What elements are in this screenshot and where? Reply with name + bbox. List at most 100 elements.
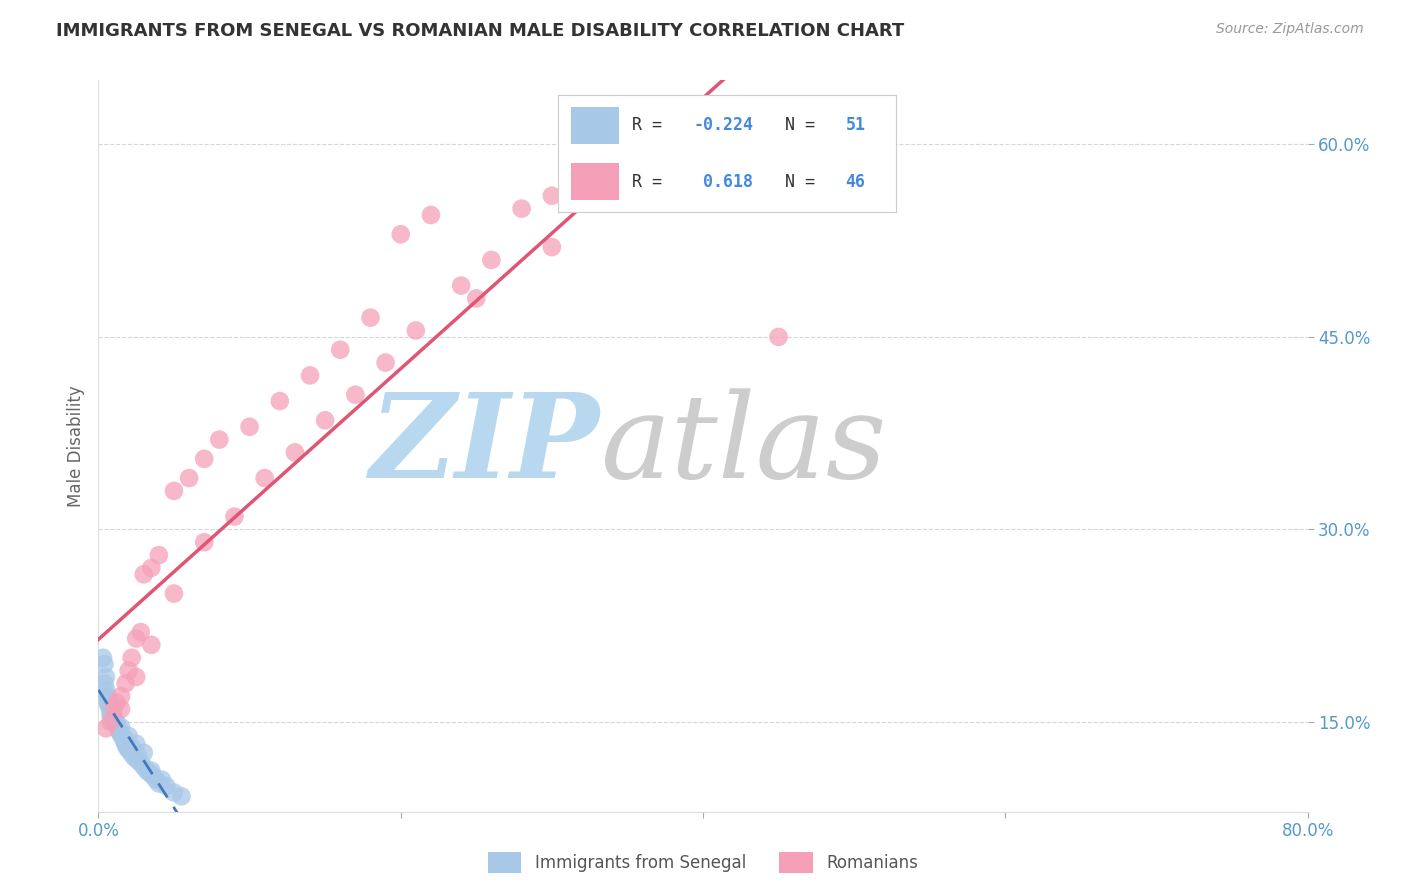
Point	[104, 712, 127, 726]
Point	[94, 670, 117, 684]
Point	[105, 696, 128, 710]
Point	[91, 650, 114, 665]
Point	[103, 702, 125, 716]
Point	[465, 292, 488, 306]
Point	[125, 737, 148, 751]
Point	[129, 756, 152, 770]
Point	[132, 567, 155, 582]
Point	[193, 535, 215, 549]
Text: IMMIGRANTS FROM SENEGAL VS ROMANIAN MALE DISABILITY CORRELATION CHART: IMMIGRANTS FROM SENEGAL VS ROMANIAN MALE…	[56, 22, 904, 40]
Legend: Immigrants from Senegal, Romanians: Immigrants from Senegal, Romanians	[481, 846, 925, 880]
Point	[150, 772, 173, 787]
Point	[163, 586, 186, 600]
Point	[420, 208, 443, 222]
Point	[145, 772, 167, 787]
Point	[114, 738, 136, 752]
Point	[103, 711, 125, 725]
Point	[142, 769, 165, 783]
Point	[124, 751, 146, 765]
Point	[110, 690, 132, 704]
Point	[616, 163, 638, 178]
Point	[127, 753, 149, 767]
Text: ZIP: ZIP	[370, 389, 600, 503]
Point	[118, 743, 141, 757]
Point	[103, 714, 125, 729]
Point	[284, 445, 307, 459]
Point	[127, 748, 149, 763]
Point	[224, 509, 246, 524]
Point	[139, 766, 162, 780]
Point	[179, 471, 201, 485]
Point	[110, 728, 132, 742]
Point	[661, 150, 683, 164]
Point	[98, 696, 121, 710]
Point	[155, 779, 177, 793]
Point	[141, 561, 163, 575]
Point	[121, 747, 143, 761]
Point	[132, 746, 155, 760]
Point	[360, 310, 382, 325]
Point	[450, 278, 472, 293]
Point	[344, 387, 367, 401]
Point	[135, 764, 157, 778]
Point	[100, 702, 122, 716]
Point	[314, 413, 336, 427]
Point	[94, 721, 117, 735]
Point	[170, 789, 193, 804]
Point	[100, 714, 122, 729]
Point	[193, 451, 215, 466]
Point	[125, 632, 148, 646]
Point	[110, 720, 132, 734]
Point	[96, 696, 118, 710]
Point	[481, 252, 503, 267]
Point	[105, 716, 128, 731]
Point	[389, 227, 412, 242]
Point	[129, 625, 152, 640]
Point	[141, 638, 163, 652]
Point	[93, 657, 115, 672]
Point	[299, 368, 322, 383]
Point	[329, 343, 352, 357]
Point	[114, 732, 136, 747]
Point	[148, 548, 170, 562]
Point	[111, 731, 134, 745]
Point	[163, 483, 186, 498]
Point	[100, 705, 122, 719]
Point	[105, 717, 128, 731]
Point	[112, 734, 135, 748]
Point	[141, 764, 163, 778]
Point	[540, 240, 562, 254]
Point	[110, 702, 132, 716]
Point	[114, 676, 136, 690]
Point	[121, 740, 143, 755]
Point	[239, 419, 262, 434]
Point	[118, 729, 141, 743]
Point	[115, 740, 138, 755]
Point	[108, 725, 131, 739]
Point	[107, 721, 129, 735]
Point	[94, 682, 117, 697]
Point	[132, 760, 155, 774]
Point	[103, 714, 125, 729]
Point	[101, 708, 124, 723]
Point	[118, 664, 141, 678]
Point	[768, 330, 790, 344]
Point	[93, 676, 115, 690]
Point	[208, 433, 231, 447]
Point	[98, 699, 121, 714]
Point	[692, 137, 714, 152]
Point	[163, 785, 186, 799]
Point	[253, 471, 276, 485]
Y-axis label: Male Disability: Male Disability	[66, 385, 84, 507]
Text: Source: ZipAtlas.com: Source: ZipAtlas.com	[1216, 22, 1364, 37]
Point	[96, 691, 118, 706]
Point	[510, 202, 533, 216]
Point	[148, 776, 170, 790]
Point	[269, 394, 291, 409]
Point	[374, 355, 396, 369]
Point	[100, 708, 122, 723]
Point	[125, 670, 148, 684]
Point	[405, 324, 427, 338]
Point	[540, 188, 562, 202]
Point	[96, 690, 118, 704]
